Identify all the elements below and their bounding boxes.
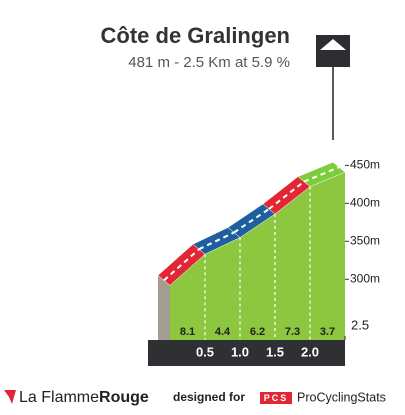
chart-subtitle: 481 m - 2.5 Km at 5.9 % [128,54,290,71]
brand: La FlammeRouge [19,389,149,406]
gradient-label: 6.2 [250,326,265,338]
x-tick-label: 0.5 [196,344,214,359]
base-bar [148,340,345,366]
x-tick-label: 1.5 [266,344,284,359]
category-label: 1 [329,48,336,63]
flag-logo [4,390,16,404]
badge-arrow [320,39,346,50]
gradient-label: 7.3 [285,326,300,338]
pcs-logo: PCS [264,393,289,403]
profile-side [158,275,170,340]
y-tick-label: 400m [350,196,380,210]
pcs-name: ProCyclingStats [297,390,386,404]
segment-dash [233,208,270,234]
segment-dash [268,180,305,210]
brand-light: La Flamme [19,389,99,406]
segment-dash [198,231,235,251]
y-tick-label: 450m [350,158,380,172]
segment-dash [303,166,340,183]
gradient-label: 3.7 [320,326,335,338]
profile-face [170,172,345,340]
y-tick-label: 350m [350,233,380,247]
y-tick-label: 300m [350,271,380,285]
segment-dash [163,248,200,282]
designed-for: designed for [173,390,245,404]
gradient-label: 8.1 [180,326,195,338]
footer: La FlammeRouge designed for PCS ProCycli… [4,389,386,406]
x-tick-label: 1.0 [231,344,249,359]
pcs-logo-box [260,392,292,404]
brand-bold: Rouge [99,389,149,406]
x-tick-label: 2.5 [351,317,369,332]
x-tick-label: 2.0 [301,344,319,359]
chart-title: Côte de Gralingen [101,23,290,48]
gradient-label: 4.4 [215,326,231,338]
